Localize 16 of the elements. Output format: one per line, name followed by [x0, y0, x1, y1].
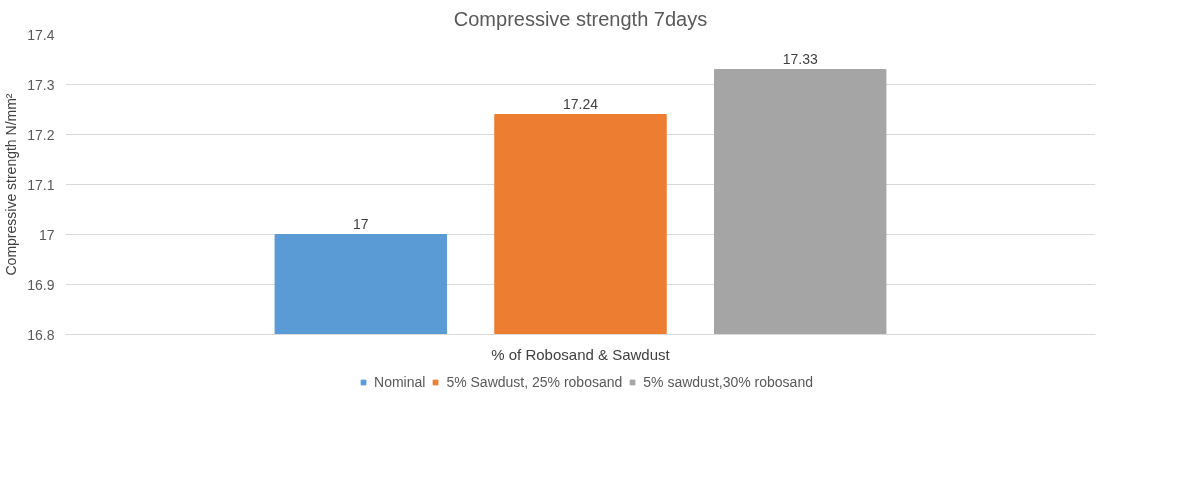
y-tick-label: 17.1 [27, 176, 55, 193]
x-axis-title: % of Robosand & Sawdust [491, 345, 671, 363]
legend-label: 5% Sawdust, 25% robosand [446, 374, 623, 390]
y-axis-title: Compressive strength N/mm² [3, 93, 20, 276]
y-tick-label: 17 [38, 226, 55, 243]
chart-title: Compressive strength 7days [453, 7, 708, 30]
y-tick-label: 17.4 [27, 26, 55, 43]
y-tick-label: 16.9 [27, 276, 55, 293]
data-label: 17.33 [782, 50, 818, 67]
legend-label: Nominal [374, 374, 426, 390]
legend-label: 5% sawdust,30% robosand [643, 374, 813, 390]
data-label: 17.24 [562, 95, 599, 112]
y-tick-label: 17.3 [27, 76, 55, 93]
data-label: 17 [352, 215, 369, 232]
y-tick-label: 16.8 [27, 326, 55, 343]
y-tick-label: 17.2 [27, 126, 55, 143]
